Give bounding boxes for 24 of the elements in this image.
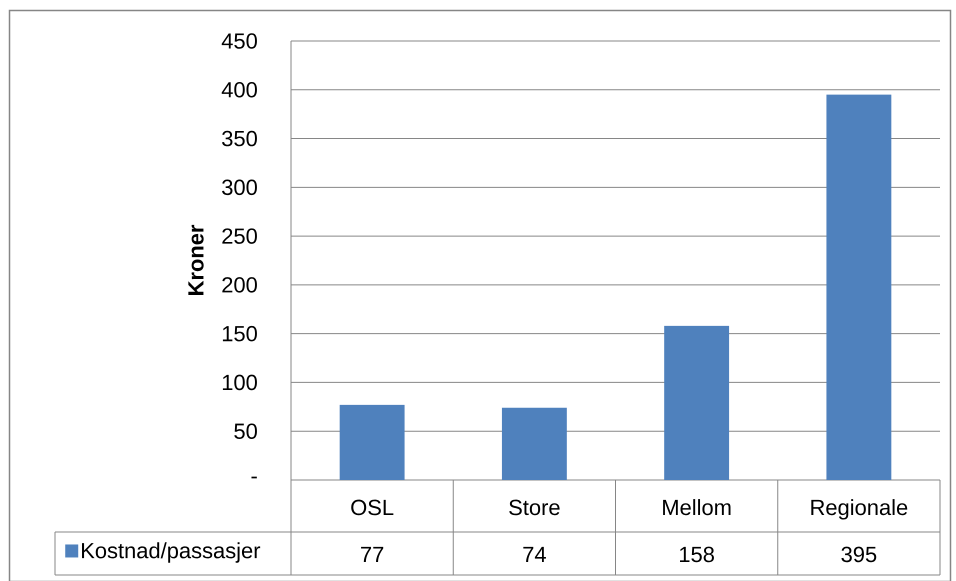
data-label: 395 <box>841 546 876 562</box>
y-tick-label: 100 <box>222 374 257 390</box>
bar <box>664 326 730 480</box>
y-tick-label: 400 <box>222 82 257 98</box>
bar <box>826 94 892 480</box>
y-tick-label: 250 <box>222 228 257 244</box>
data-label: 77 <box>361 546 384 562</box>
y-tick-label: 150 <box>222 326 257 342</box>
bar <box>340 404 405 480</box>
data-label: 158 <box>680 546 714 562</box>
x-tick-label: Mellom <box>663 499 730 516</box>
data-label: 74 <box>523 546 546 562</box>
y-axis-title: Kroner <box>188 224 204 295</box>
y-tick-label: 450 <box>222 33 257 49</box>
x-tick-label: OSL <box>351 500 394 516</box>
y-tick-label: - <box>251 476 257 478</box>
x-tick-label: Store <box>509 500 560 516</box>
y-tick-label: 350 <box>222 130 257 146</box>
y-tick-label: 300 <box>222 180 257 196</box>
x-tick-label: Regionale <box>811 499 908 520</box>
y-tick-label: 50 <box>234 423 257 439</box>
bar <box>502 408 567 480</box>
legend-label: Kostnad/passasjer <box>82 542 260 563</box>
y-tick-label: 200 <box>222 277 257 293</box>
